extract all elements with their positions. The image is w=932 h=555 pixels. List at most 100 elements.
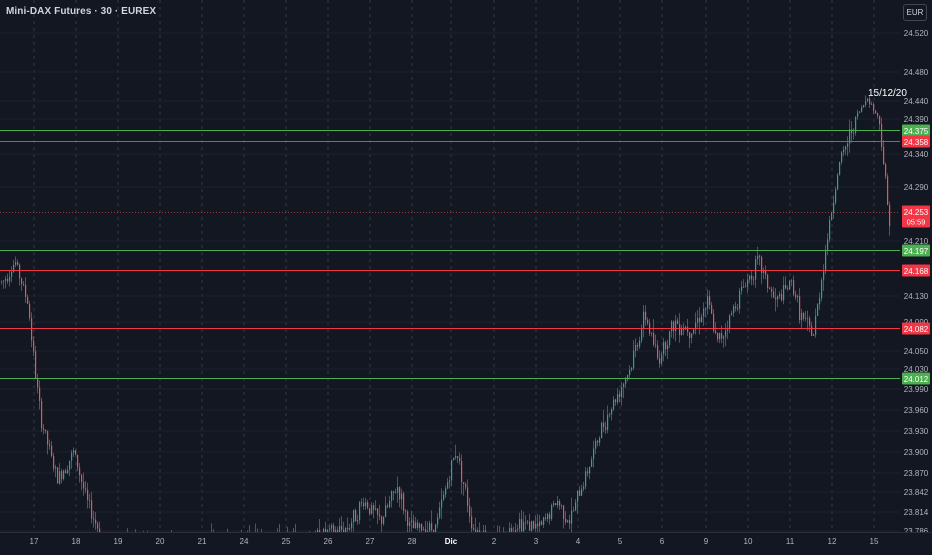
candle-body bbox=[855, 116, 857, 133]
level-badge-24.375 bbox=[902, 124, 930, 137]
candle-body bbox=[737, 308, 739, 309]
candle-body bbox=[445, 488, 447, 495]
candle-body bbox=[29, 303, 31, 319]
candle-body bbox=[349, 528, 351, 530]
candle-body bbox=[769, 287, 771, 289]
candle-body bbox=[735, 306, 737, 309]
candle-body bbox=[601, 422, 603, 439]
candle-body bbox=[377, 508, 379, 515]
candle-body bbox=[801, 313, 803, 321]
candle-body bbox=[719, 333, 721, 340]
candle-body bbox=[835, 189, 837, 203]
y-tick-label-23.786: 23.786 bbox=[904, 527, 929, 536]
last-price-label: 24.253 bbox=[904, 208, 929, 217]
candle-body bbox=[437, 517, 439, 525]
candle-body bbox=[879, 115, 881, 124]
candle-body bbox=[531, 521, 533, 531]
candle-body bbox=[19, 264, 21, 279]
candle-body bbox=[605, 427, 607, 430]
level-label-24.012: 24.012 bbox=[904, 375, 929, 384]
candle-body bbox=[699, 318, 701, 323]
x-tick-label-17: 17 bbox=[30, 537, 39, 546]
candle-body bbox=[849, 129, 851, 144]
candle-body bbox=[395, 492, 397, 494]
candle-body bbox=[635, 344, 637, 351]
candle-body bbox=[65, 470, 67, 474]
candle-body bbox=[71, 452, 73, 461]
x-tick-label-9: 9 bbox=[704, 537, 709, 546]
candle-body bbox=[393, 491, 395, 493]
candle-body bbox=[97, 523, 99, 529]
candle-body bbox=[659, 358, 661, 364]
candle-body bbox=[539, 521, 541, 527]
candle-body bbox=[811, 325, 813, 336]
candle-body bbox=[561, 505, 563, 507]
candle-body bbox=[21, 278, 23, 285]
candle-body bbox=[565, 518, 567, 523]
currency-button[interactable]: EUR bbox=[903, 4, 927, 21]
candle-body bbox=[595, 440, 597, 449]
candle-body bbox=[409, 522, 411, 526]
candle-body bbox=[367, 502, 369, 508]
candle-body bbox=[563, 505, 565, 519]
candle-body bbox=[3, 280, 5, 282]
candle-body bbox=[623, 383, 625, 388]
y-tick-label-24.130: 24.130 bbox=[904, 292, 929, 301]
candle-body bbox=[619, 394, 621, 398]
x-tick-label-28: 28 bbox=[408, 537, 417, 546]
candle-body bbox=[571, 510, 573, 524]
x-tick-label-21: 21 bbox=[198, 537, 207, 546]
candle-body bbox=[873, 104, 875, 111]
candle-body bbox=[689, 332, 691, 339]
candle-body bbox=[61, 471, 63, 480]
candle-body bbox=[525, 521, 527, 523]
candle-body bbox=[345, 528, 347, 536]
candle-body bbox=[727, 328, 729, 331]
plot-area[interactable] bbox=[0, 0, 900, 532]
candle-body bbox=[887, 176, 889, 205]
candle-body bbox=[747, 279, 749, 287]
candle-body bbox=[889, 204, 891, 227]
candle-body bbox=[817, 304, 819, 316]
candle-body bbox=[403, 493, 405, 511]
candle-body bbox=[755, 259, 757, 280]
candle-body bbox=[15, 261, 17, 265]
candle-body bbox=[857, 112, 859, 117]
time-axis[interactable] bbox=[0, 532, 932, 550]
candle-body bbox=[821, 280, 823, 299]
candle-body bbox=[413, 520, 415, 529]
candle-body bbox=[379, 514, 381, 517]
candle-body bbox=[517, 528, 519, 530]
candle-body bbox=[399, 487, 401, 500]
candle-body bbox=[665, 342, 667, 350]
candle-body bbox=[701, 316, 703, 323]
candle-body bbox=[545, 517, 547, 519]
candle-body bbox=[471, 516, 473, 529]
candle-body bbox=[761, 256, 763, 273]
candle-body bbox=[577, 490, 579, 503]
candle-body bbox=[753, 279, 755, 281]
candle-body bbox=[537, 523, 539, 527]
candle-body bbox=[405, 510, 407, 512]
candle-body bbox=[759, 255, 761, 257]
y-tick-label-23.960: 23.960 bbox=[904, 406, 929, 415]
candle-body bbox=[743, 286, 745, 288]
candle-body bbox=[467, 487, 469, 506]
candle-body bbox=[57, 467, 59, 484]
candle-body bbox=[663, 342, 665, 355]
candle-body bbox=[75, 450, 77, 455]
candle-body bbox=[693, 329, 695, 334]
candle-body bbox=[681, 327, 683, 335]
candle-body bbox=[51, 445, 53, 457]
candle-body bbox=[357, 520, 359, 522]
candle-body bbox=[771, 288, 773, 292]
candle-body bbox=[449, 480, 451, 483]
level-badge-24.168 bbox=[902, 264, 930, 277]
candle-body bbox=[709, 296, 711, 305]
candle-body bbox=[625, 379, 627, 384]
candle-body bbox=[781, 294, 783, 301]
y-tick-label-24.030: 24.030 bbox=[904, 365, 929, 374]
x-tick-label-18: 18 bbox=[72, 537, 81, 546]
